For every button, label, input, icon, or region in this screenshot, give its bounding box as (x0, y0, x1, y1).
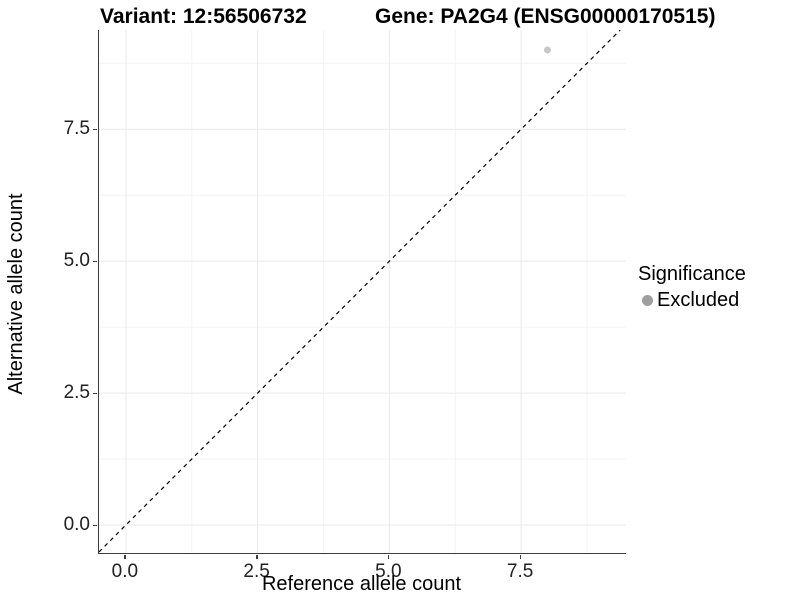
y-tick-mark (92, 260, 97, 263)
plot-panel (98, 30, 626, 554)
legend-key-dot (642, 295, 653, 306)
y-tick-label: 2.5 (63, 382, 90, 404)
x-tick-mark (387, 554, 390, 559)
plot-title-variant: Variant: 12:56506732 (100, 5, 307, 28)
y-tick-label: 7.5 (63, 118, 90, 140)
legend-title: Significance (638, 263, 746, 285)
x-tick-label: 5.0 (375, 561, 402, 582)
y-tick-label: 5.0 (63, 250, 90, 272)
legend: Significance Excluded (638, 263, 746, 312)
legend-item-excluded: Excluded (638, 289, 746, 312)
identity-reference-line (99, 30, 621, 553)
y-axis-title: Alternative allele count (5, 193, 27, 395)
y-tick-mark (92, 524, 97, 527)
legend-item-label: Excluded (657, 289, 740, 311)
x-axis-title: Reference allele count (261, 573, 461, 595)
x-tick-label: 7.5 (506, 561, 534, 582)
y-tick-mark (92, 392, 97, 395)
x-tick-label: 0.0 (111, 561, 139, 582)
plot-area (99, 30, 626, 553)
plot-title: Variant: 12:56506732 Gene: PA2G4 (ENSG00… (0, 5, 800, 29)
x-tick-mark (256, 554, 258, 559)
x-tick-label: 2.5 (243, 561, 270, 582)
y-tick-mark (92, 128, 97, 131)
y-tick-label: 0.0 (63, 514, 90, 536)
plot-title-gene: Gene: PA2G4 (ENSG00000170515) (375, 5, 716, 28)
x-tick-mark (124, 554, 126, 559)
data-point (543, 46, 551, 54)
x-tick-mark (519, 554, 522, 559)
